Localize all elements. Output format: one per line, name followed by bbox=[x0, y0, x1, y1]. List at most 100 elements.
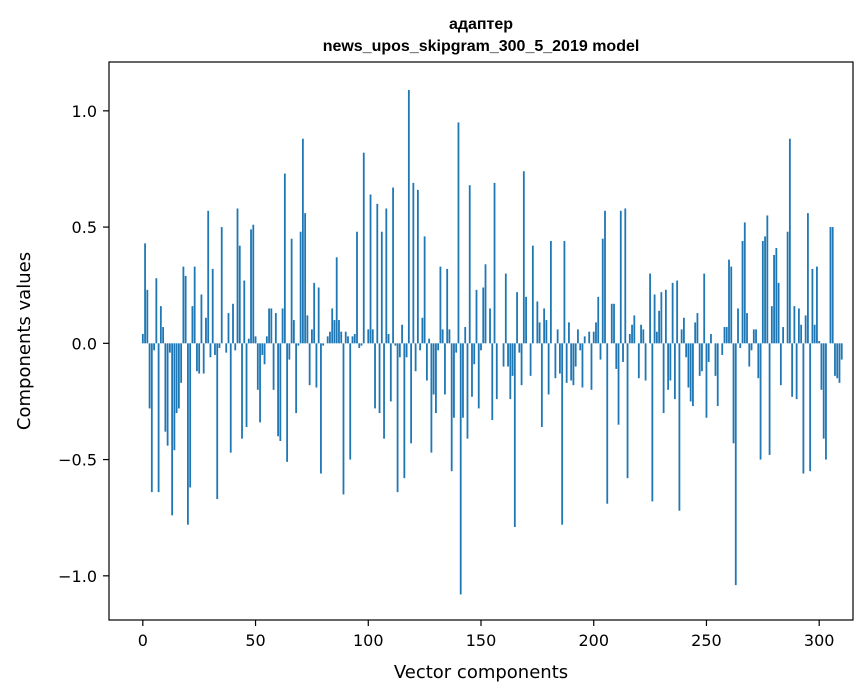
bar bbox=[247, 338, 250, 344]
bar bbox=[493, 182, 496, 344]
bar bbox=[453, 343, 455, 418]
bar bbox=[825, 343, 827, 460]
bar bbox=[680, 329, 683, 344]
bar bbox=[367, 329, 370, 344]
bar bbox=[678, 343, 681, 511]
x-tick-label: 300 bbox=[804, 631, 835, 650]
bar bbox=[299, 231, 302, 344]
bar bbox=[588, 331, 591, 344]
bar bbox=[676, 280, 679, 344]
bar bbox=[225, 343, 228, 353]
bar bbox=[335, 257, 338, 344]
bar bbox=[329, 331, 331, 344]
bar bbox=[511, 343, 514, 376]
bar bbox=[547, 343, 550, 395]
bar bbox=[658, 310, 661, 344]
bar bbox=[441, 329, 444, 344]
bar bbox=[516, 292, 518, 344]
bar bbox=[277, 343, 279, 437]
bar bbox=[619, 210, 622, 344]
bar bbox=[419, 343, 422, 351]
bar bbox=[435, 343, 437, 414]
bar bbox=[716, 343, 719, 407]
bar bbox=[579, 343, 582, 351]
bar bbox=[838, 343, 841, 383]
bar bbox=[689, 343, 692, 402]
bar bbox=[520, 343, 523, 386]
bar bbox=[200, 294, 203, 344]
bar bbox=[820, 343, 823, 390]
bar bbox=[732, 343, 735, 444]
bar bbox=[570, 343, 573, 381]
bar bbox=[604, 210, 606, 344]
bar bbox=[477, 343, 480, 409]
bar bbox=[538, 322, 541, 344]
bar bbox=[189, 343, 192, 488]
bar bbox=[297, 343, 300, 346]
bar bbox=[457, 122, 460, 344]
bar bbox=[797, 308, 800, 344]
bar bbox=[543, 308, 546, 344]
bar bbox=[259, 343, 261, 423]
bar bbox=[518, 343, 521, 353]
bar bbox=[349, 343, 352, 460]
bar bbox=[484, 264, 487, 344]
x-tick-label: 150 bbox=[466, 631, 497, 650]
bar bbox=[563, 241, 566, 344]
bar bbox=[637, 343, 640, 379]
bar bbox=[306, 315, 309, 344]
bar bbox=[462, 343, 464, 418]
bar bbox=[840, 343, 843, 360]
bar bbox=[471, 343, 473, 397]
bar bbox=[256, 343, 259, 390]
bar bbox=[811, 268, 814, 344]
bar bbox=[723, 327, 726, 344]
bar bbox=[653, 294, 656, 344]
bar bbox=[187, 343, 189, 525]
bar bbox=[664, 289, 667, 344]
bar bbox=[180, 343, 183, 383]
bar bbox=[631, 324, 633, 344]
bar bbox=[216, 343, 219, 500]
bar bbox=[491, 343, 494, 421]
bar bbox=[378, 343, 381, 414]
bar bbox=[728, 259, 730, 344]
bar bbox=[173, 343, 176, 451]
bar bbox=[322, 343, 325, 346]
bar bbox=[583, 336, 586, 344]
bar bbox=[739, 343, 742, 348]
bar bbox=[721, 343, 724, 355]
bar bbox=[401, 324, 403, 344]
bar bbox=[439, 266, 442, 344]
bar bbox=[752, 329, 755, 344]
bar bbox=[340, 331, 343, 344]
bar bbox=[423, 236, 426, 344]
bar bbox=[687, 343, 690, 388]
bar bbox=[655, 331, 658, 344]
bar bbox=[168, 343, 171, 353]
bar bbox=[464, 327, 467, 344]
bar bbox=[624, 208, 627, 344]
bar bbox=[809, 343, 812, 472]
bar bbox=[475, 289, 478, 344]
bar bbox=[761, 241, 764, 344]
bar bbox=[572, 343, 575, 386]
bar bbox=[182, 266, 185, 344]
bar bbox=[450, 343, 453, 472]
bar bbox=[241, 343, 243, 439]
bar bbox=[786, 231, 789, 344]
bar bbox=[673, 343, 676, 400]
bar bbox=[254, 336, 257, 344]
bar bbox=[331, 308, 334, 344]
bar bbox=[507, 343, 509, 367]
bar bbox=[150, 343, 153, 493]
bar bbox=[428, 338, 431, 344]
bar bbox=[559, 343, 561, 374]
bar bbox=[274, 313, 277, 344]
bar bbox=[773, 254, 775, 344]
bar bbox=[730, 266, 733, 344]
bar bbox=[250, 229, 252, 344]
bar bbox=[482, 287, 485, 344]
bar bbox=[347, 336, 349, 344]
